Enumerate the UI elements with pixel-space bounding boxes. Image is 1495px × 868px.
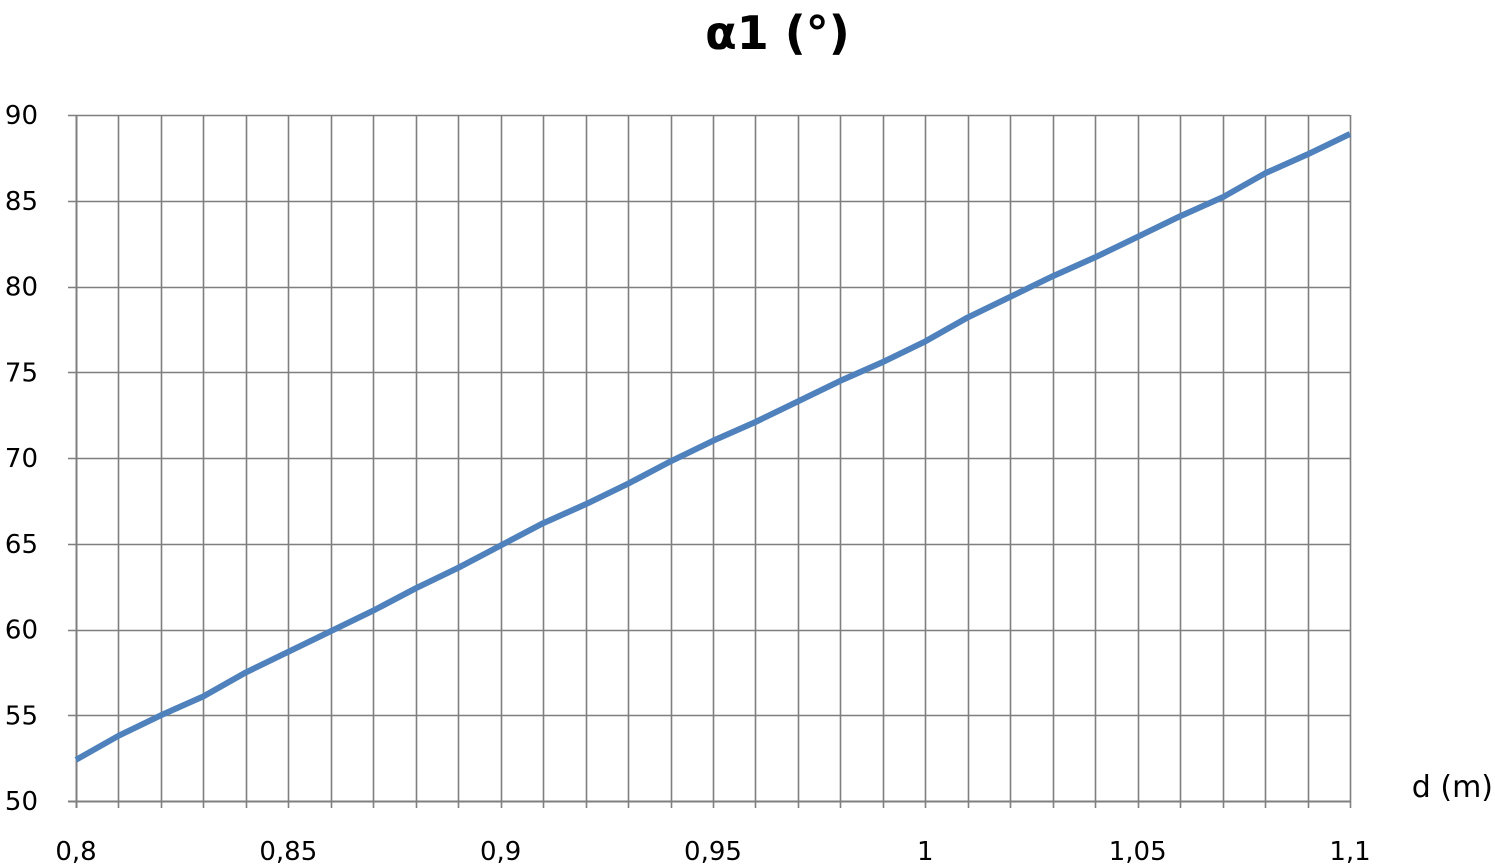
y-tick-label: 80 (5, 273, 38, 303)
chart-title: α1 (°) (705, 6, 850, 60)
grid-layer (68, 114, 1352, 808)
y-tick-label: 55 (5, 701, 38, 731)
y-tick-label: 85 (5, 187, 38, 217)
x-axis-title: d (m) (1412, 770, 1493, 805)
y-tick-label: 75 (5, 358, 38, 388)
x-tick-label: 1 (917, 837, 934, 867)
series-line (74, 131, 1352, 763)
y-tick-label: 70 (5, 444, 38, 474)
x-tick-label: 1,05 (1109, 837, 1167, 867)
axis-layer (68, 115, 1350, 808)
x-tick-label: 0,95 (684, 837, 742, 867)
y-tick-label: 90 (5, 101, 38, 131)
y-tick-label: 65 (5, 530, 38, 560)
series-layer (74, 131, 1352, 763)
x-tick-label: 0,8 (55, 837, 96, 867)
x-tick-label: 0,9 (480, 837, 521, 867)
x-tick-label: 1,1 (1329, 837, 1370, 867)
y-tick-label: 50 (5, 787, 38, 817)
y-tick-label: 60 (5, 616, 38, 646)
x-tick-label: 0,85 (259, 837, 317, 867)
label-layer: 50 55 60 65 70 75 80 85 90 0,8 0,85 0,9 0,95 1 1,05 1,1 (5, 101, 1371, 867)
